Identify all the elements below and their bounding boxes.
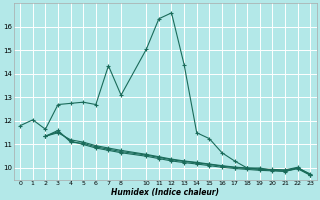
- X-axis label: Humidex (Indice chaleur): Humidex (Indice chaleur): [111, 188, 219, 197]
